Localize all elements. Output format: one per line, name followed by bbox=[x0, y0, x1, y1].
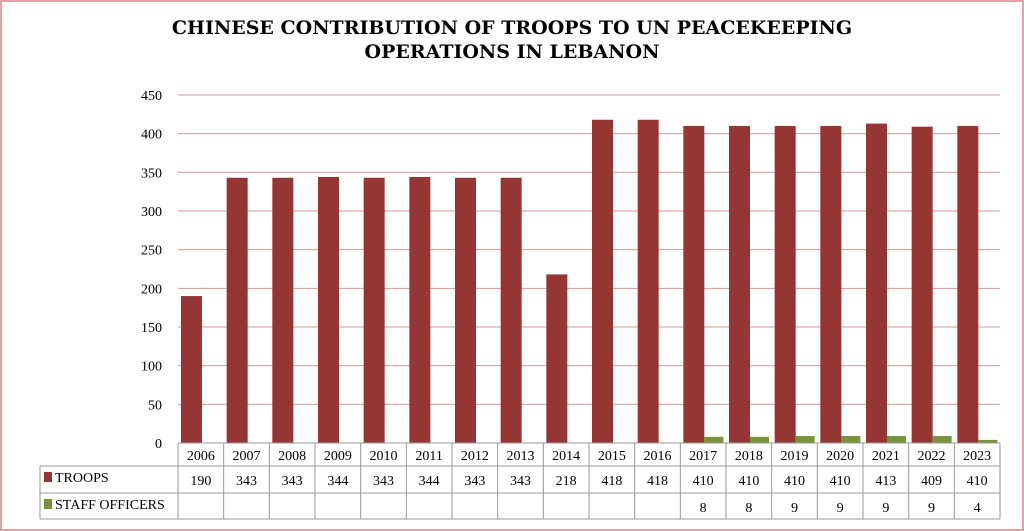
x-tick-label: 2020 bbox=[826, 449, 854, 464]
data-label-troops: 190 bbox=[190, 474, 211, 489]
bar-troops bbox=[363, 177, 385, 443]
x-tick-label: 2012 bbox=[461, 449, 489, 464]
bar-troops bbox=[500, 177, 522, 443]
x-tick-label: 2007 bbox=[233, 449, 261, 464]
x-tick-label: 2018 bbox=[735, 449, 763, 464]
bar-troops bbox=[546, 274, 568, 443]
data-label-troops: 343 bbox=[510, 474, 531, 489]
data-label-staff-officers: 9 bbox=[928, 501, 935, 516]
x-tick-label: 2006 bbox=[187, 449, 215, 464]
bar-troops bbox=[318, 176, 339, 443]
bar-troops bbox=[820, 125, 842, 443]
x-tick-label: 2019 bbox=[781, 449, 809, 464]
y-tick-label: 0 bbox=[155, 437, 162, 452]
y-tick-label: 100 bbox=[141, 360, 162, 375]
bar-troops bbox=[683, 125, 705, 443]
y-tick-label: 350 bbox=[141, 166, 162, 181]
legend-swatch bbox=[44, 472, 52, 482]
x-tick-label: 2009 bbox=[324, 449, 352, 464]
y-tick-label: 200 bbox=[141, 282, 162, 297]
bar-troops bbox=[637, 119, 659, 443]
data-label-troops: 343 bbox=[464, 474, 485, 489]
bar-troops bbox=[729, 125, 750, 443]
legend-swatch bbox=[44, 499, 52, 509]
data-label-troops: 418 bbox=[647, 474, 668, 489]
bar-troops bbox=[774, 125, 796, 443]
data-label-troops: 343 bbox=[282, 474, 303, 489]
data-label-troops: 410 bbox=[738, 474, 759, 489]
data-label-troops: 410 bbox=[967, 474, 988, 489]
bar-troops bbox=[272, 177, 294, 443]
bar-troops bbox=[866, 123, 887, 443]
chart-title: CHINESE CONTRIBUTION OF TROOPS TO UN PEA… bbox=[0, 16, 1024, 64]
bar-troops bbox=[911, 126, 933, 443]
data-label-troops: 218 bbox=[556, 474, 577, 489]
bar-staff-officers bbox=[932, 436, 952, 443]
x-tick-label: 2011 bbox=[415, 449, 442, 464]
data-label-troops: 343 bbox=[373, 474, 394, 489]
bar-troops bbox=[226, 177, 248, 443]
bar-troops bbox=[957, 125, 979, 443]
bar-staff-officers bbox=[750, 436, 769, 443]
data-label-troops: 409 bbox=[921, 474, 942, 489]
data-label-staff-officers: 4 bbox=[974, 501, 981, 516]
bar-staff-officers bbox=[841, 436, 861, 443]
x-tick-label: 2016 bbox=[644, 449, 672, 464]
x-tick-label: 2023 bbox=[963, 449, 991, 464]
bar-troops bbox=[455, 177, 476, 443]
data-label-troops: 344 bbox=[419, 474, 440, 489]
data-label-staff-officers: 8 bbox=[700, 501, 707, 516]
bar-troops bbox=[409, 176, 431, 443]
y-tick-label: 450 bbox=[141, 89, 162, 104]
data-label-troops: 410 bbox=[693, 474, 714, 489]
data-label-troops: 343 bbox=[236, 474, 257, 489]
x-tick-label: 2013 bbox=[507, 449, 535, 464]
bar-staff-officers bbox=[795, 436, 815, 443]
data-label-troops: 418 bbox=[601, 474, 622, 489]
chart-title-line: OPERATIONS IN LEBANON bbox=[364, 41, 660, 63]
legend-label: TROOPS bbox=[55, 471, 109, 486]
bar-staff-officers bbox=[887, 436, 906, 443]
x-tick-label: 2017 bbox=[689, 449, 717, 464]
y-tick-label: 300 bbox=[141, 205, 162, 220]
x-tick-label: 2014 bbox=[552, 449, 580, 464]
data-label-staff-officers: 8 bbox=[745, 501, 752, 516]
x-tick-label: 2021 bbox=[872, 449, 900, 464]
y-tick-label: 150 bbox=[141, 321, 162, 336]
legend-label: STAFF OFFICERS bbox=[55, 498, 165, 513]
chart-title-line: CHINESE CONTRIBUTION OF TROOPS TO UN PEA… bbox=[171, 17, 853, 39]
bar-troops bbox=[181, 296, 202, 443]
x-tick-label: 2008 bbox=[278, 449, 306, 464]
data-label-staff-officers: 9 bbox=[791, 501, 798, 516]
x-tick-label: 2015 bbox=[598, 449, 626, 464]
data-label-staff-officers: 9 bbox=[837, 501, 844, 516]
data-label-staff-officers: 9 bbox=[882, 501, 889, 516]
x-tick-label: 2010 bbox=[370, 449, 398, 464]
y-tick-label: 50 bbox=[148, 398, 162, 413]
data-label-troops: 410 bbox=[784, 474, 805, 489]
y-tick-label: 400 bbox=[141, 128, 162, 143]
bar-staff-officers bbox=[704, 436, 724, 443]
data-label-troops: 410 bbox=[830, 474, 851, 489]
y-tick-label: 250 bbox=[141, 244, 162, 259]
bar-staff-officers bbox=[978, 439, 998, 443]
data-label-troops: 344 bbox=[327, 474, 348, 489]
x-tick-label: 2022 bbox=[918, 449, 946, 464]
bar-troops bbox=[592, 119, 613, 443]
data-label-troops: 413 bbox=[875, 474, 896, 489]
